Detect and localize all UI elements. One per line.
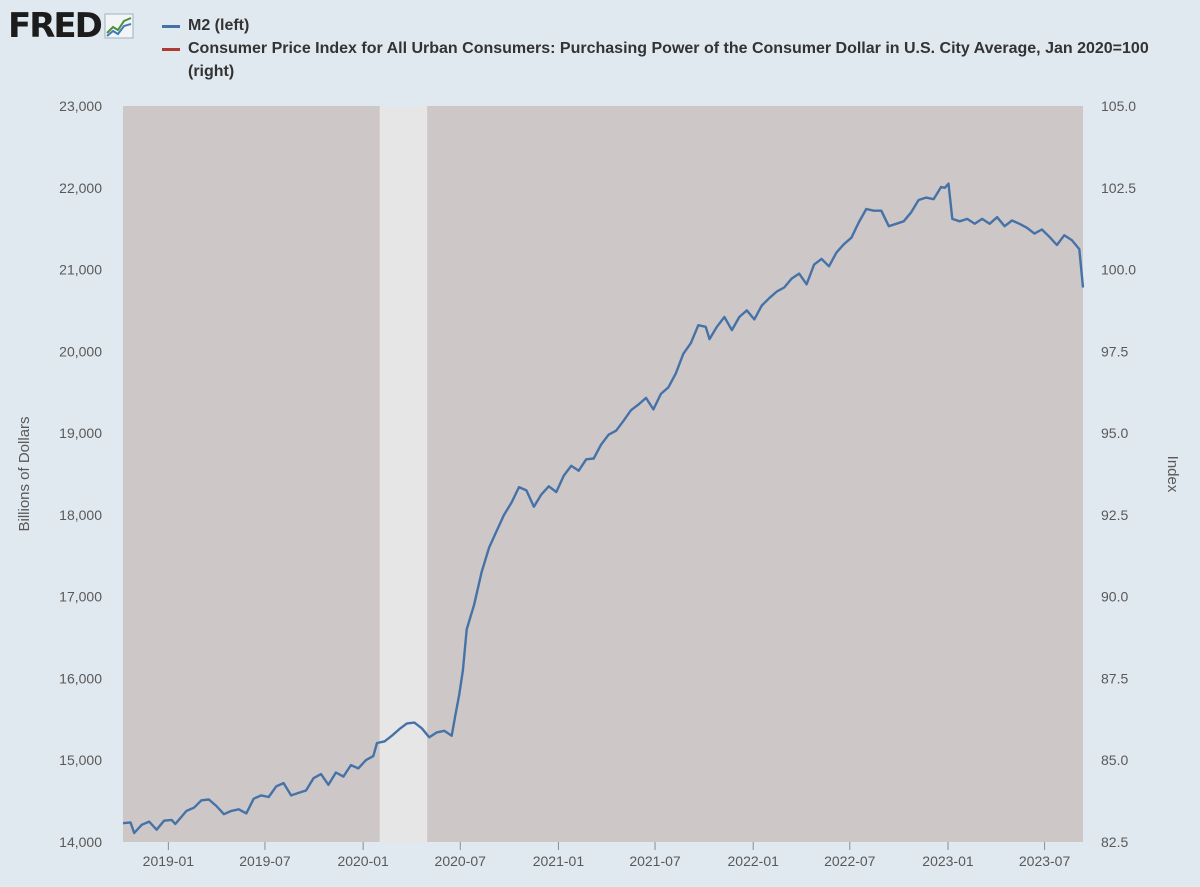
chart-legend: M2 (left) Consumer Price Index for All U…	[162, 14, 1192, 83]
x-tick-label: 2022-01	[728, 853, 780, 869]
right-tick-label: 97.5	[1101, 343, 1128, 359]
right-tick-label: 87.5	[1101, 670, 1128, 686]
legend-swatch-cpi	[162, 48, 180, 51]
x-tick-label: 2023-01	[922, 853, 974, 869]
series-line-m2	[122, 182, 1085, 835]
recession-layer	[379, 106, 428, 842]
x-tick-label: 2020-01	[337, 853, 389, 869]
right-tick-label: 82.5	[1101, 834, 1128, 850]
legend-label-cpi: Consumer Price Index for All Urban Consu…	[188, 40, 1149, 80]
x-tick-label: 2021-01	[533, 853, 585, 869]
legend-item-cpi[interactable]: Consumer Price Index for All Urban Consu…	[162, 37, 1192, 83]
x-tick-label: 2022-07	[824, 853, 876, 869]
legend-item-m2[interactable]: M2 (left)	[162, 14, 1192, 37]
x-tick-label: 2019-07	[239, 853, 291, 869]
legend-swatch-m2	[162, 25, 180, 28]
chart-header: FRED M2 (left) Consumer Price Index for …	[0, 0, 1200, 100]
left-tick-label: 18,000	[59, 507, 102, 523]
x-tick-label: 2020-07	[435, 853, 487, 869]
legend-label-m2: M2 (left)	[188, 17, 250, 34]
right-axis: 82.5 85.0 87.5 90.0 92.5 95.0 97.5 100.0 102.5 10…	[1101, 98, 1136, 850]
right-tick-label: 100.0	[1101, 262, 1136, 278]
plot-area	[123, 106, 1083, 842]
left-tick-label: 17,000	[59, 589, 102, 605]
recession-band	[379, 106, 428, 842]
left-tick-label: 23,000	[59, 98, 102, 114]
right-tick-label: 105.0	[1101, 98, 1136, 114]
x-axis: 2019-01 2019-07 2020-01 2020-07 2021-01 2021-…	[143, 842, 1071, 869]
right-tick-label: 95.0	[1101, 425, 1128, 441]
left-tick-label: 15,000	[59, 752, 102, 768]
series-layer	[122, 182, 1085, 835]
left-tick-label: 20,000	[59, 343, 102, 359]
left-tick-label: 21,000	[59, 262, 102, 278]
left-tick-label: 14,000	[59, 834, 102, 850]
fred-logo[interactable]: FRED	[8, 8, 134, 44]
x-tick-label: 2021-07	[629, 853, 681, 869]
left-tick-label: 19,000	[59, 425, 102, 441]
left-axis-title: Billions of Dollars	[16, 416, 33, 531]
right-tick-label: 85.0	[1101, 752, 1128, 768]
left-tick-label: 16,000	[59, 670, 102, 686]
right-tick-label: 92.5	[1101, 507, 1128, 523]
fred-logo-text: FRED	[8, 6, 103, 46]
right-tick-label: 102.5	[1101, 180, 1136, 196]
x-tick-label: 2023-07	[1019, 853, 1071, 869]
x-tick-label: 2019-01	[143, 853, 195, 869]
line-chart-icon	[104, 13, 134, 39]
left-tick-label: 22,000	[59, 180, 102, 196]
right-axis-title: Index	[1164, 456, 1181, 493]
left-axis: 14,000 15,000 16,000 17,000 18,000 19,000 20,0…	[59, 98, 102, 850]
right-tick-label: 90.0	[1101, 589, 1128, 605]
